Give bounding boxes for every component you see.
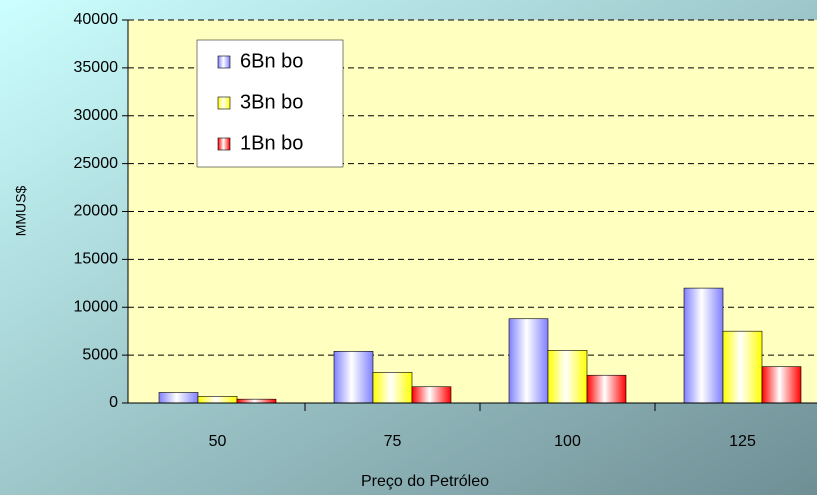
bar (197, 395, 238, 404)
bar (508, 318, 549, 404)
x-tick-label: 75 (384, 433, 402, 450)
y-tick-label: 25000 (74, 155, 119, 172)
bar (333, 350, 374, 404)
y-tick-label: 15000 (74, 251, 119, 268)
legend-label: 6Bn bo (240, 50, 303, 72)
legend-swatch (217, 137, 231, 151)
bar (722, 330, 763, 404)
y-tick-label: 20000 (74, 203, 119, 220)
y-tick-label: 10000 (74, 298, 119, 315)
bar (411, 386, 452, 404)
bar (683, 287, 724, 404)
x-tick-label: 125 (729, 433, 756, 450)
legend-label: 1Bn bo (240, 132, 303, 154)
bar (372, 372, 413, 404)
y-axis-title: MMUS$ (13, 186, 29, 237)
bar (236, 398, 277, 404)
y-tick-label: 0 (109, 394, 118, 411)
bar (158, 392, 199, 404)
x-tick-label: 100 (554, 433, 581, 450)
bar (761, 366, 802, 404)
y-tick-label: 5000 (82, 346, 118, 363)
legend-swatch (217, 55, 231, 69)
bar (547, 350, 588, 404)
bar (586, 374, 627, 404)
legend-label: 3Bn bo (240, 91, 303, 113)
x-tick-label: 50 (209, 433, 227, 450)
x-axis-title: Preço do Petróleo (361, 473, 489, 490)
legend-swatch (217, 96, 231, 110)
y-tick-label: 35000 (74, 59, 119, 76)
y-tick-label: 30000 (74, 107, 119, 124)
y-tick-label: 40000 (74, 11, 119, 28)
